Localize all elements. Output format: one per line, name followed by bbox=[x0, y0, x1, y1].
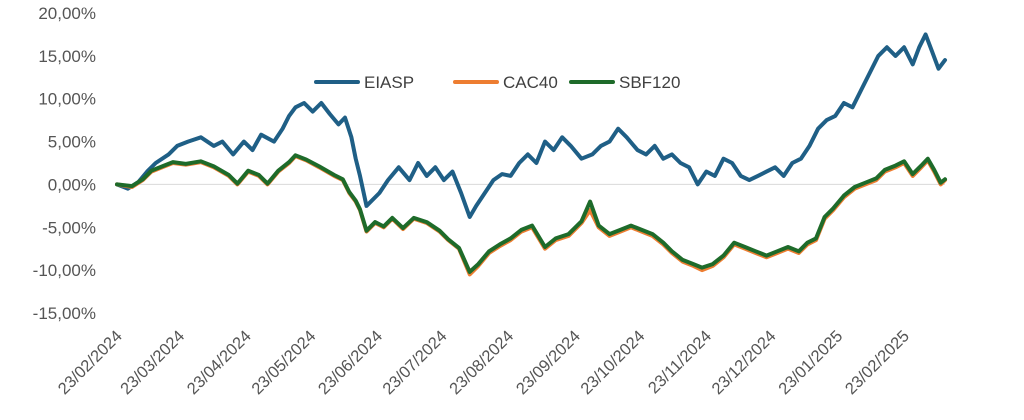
x-tick-label: 23/06/2024 bbox=[315, 327, 386, 398]
y-tick-label: 5,00% bbox=[48, 133, 96, 152]
legend-label-cac40: CAC40 bbox=[503, 73, 558, 92]
series-line-eiasp bbox=[115, 32, 947, 219]
x-tick-label: 23/07/2024 bbox=[379, 327, 450, 398]
x-tick-label: 23/11/2024 bbox=[645, 327, 715, 397]
x-tick-label: 23/08/2024 bbox=[446, 327, 517, 398]
x-tick-label: 23/10/2024 bbox=[577, 327, 648, 398]
x-tick-label: 23/05/2024 bbox=[248, 327, 319, 398]
legend: EIASP CAC40 SBF120 bbox=[314, 73, 680, 92]
x-tick-label: 23/09/2024 bbox=[513, 327, 584, 398]
x-tick-label: 23/03/2024 bbox=[117, 327, 188, 398]
x-tick-label: 23/02/2025 bbox=[842, 327, 913, 398]
series-lines bbox=[115, 32, 947, 277]
legend-label-sbf120: SBF120 bbox=[619, 73, 680, 92]
y-tick-label: -15,00% bbox=[33, 304, 96, 323]
y-tick-label: 10,00% bbox=[38, 90, 96, 109]
y-tick-label: 15,00% bbox=[38, 47, 96, 66]
y-tick-label: -10,00% bbox=[33, 261, 96, 280]
y-tick-label: 0,00% bbox=[48, 175, 96, 194]
series-line-sbf120 bbox=[115, 153, 947, 274]
x-tick-label: 23/12/2024 bbox=[708, 327, 779, 398]
series-line-cac40 bbox=[115, 154, 947, 277]
x-axis: 23/02/202423/03/202423/04/202423/05/2024… bbox=[55, 327, 913, 398]
x-tick-label: 23/04/2024 bbox=[184, 327, 255, 398]
legend-label-eiasp: EIASP bbox=[364, 73, 414, 92]
x-tick-label: 23/01/2025 bbox=[775, 327, 846, 398]
y-tick-label: -5,00% bbox=[42, 218, 96, 237]
x-tick-label: 23/02/2024 bbox=[55, 327, 126, 398]
y-tick-label: 20,00% bbox=[38, 4, 96, 23]
y-axis: -15,00% -10,00% -5,00% 0,00% 5,00% 10,00% 15,0… bbox=[33, 4, 96, 323]
